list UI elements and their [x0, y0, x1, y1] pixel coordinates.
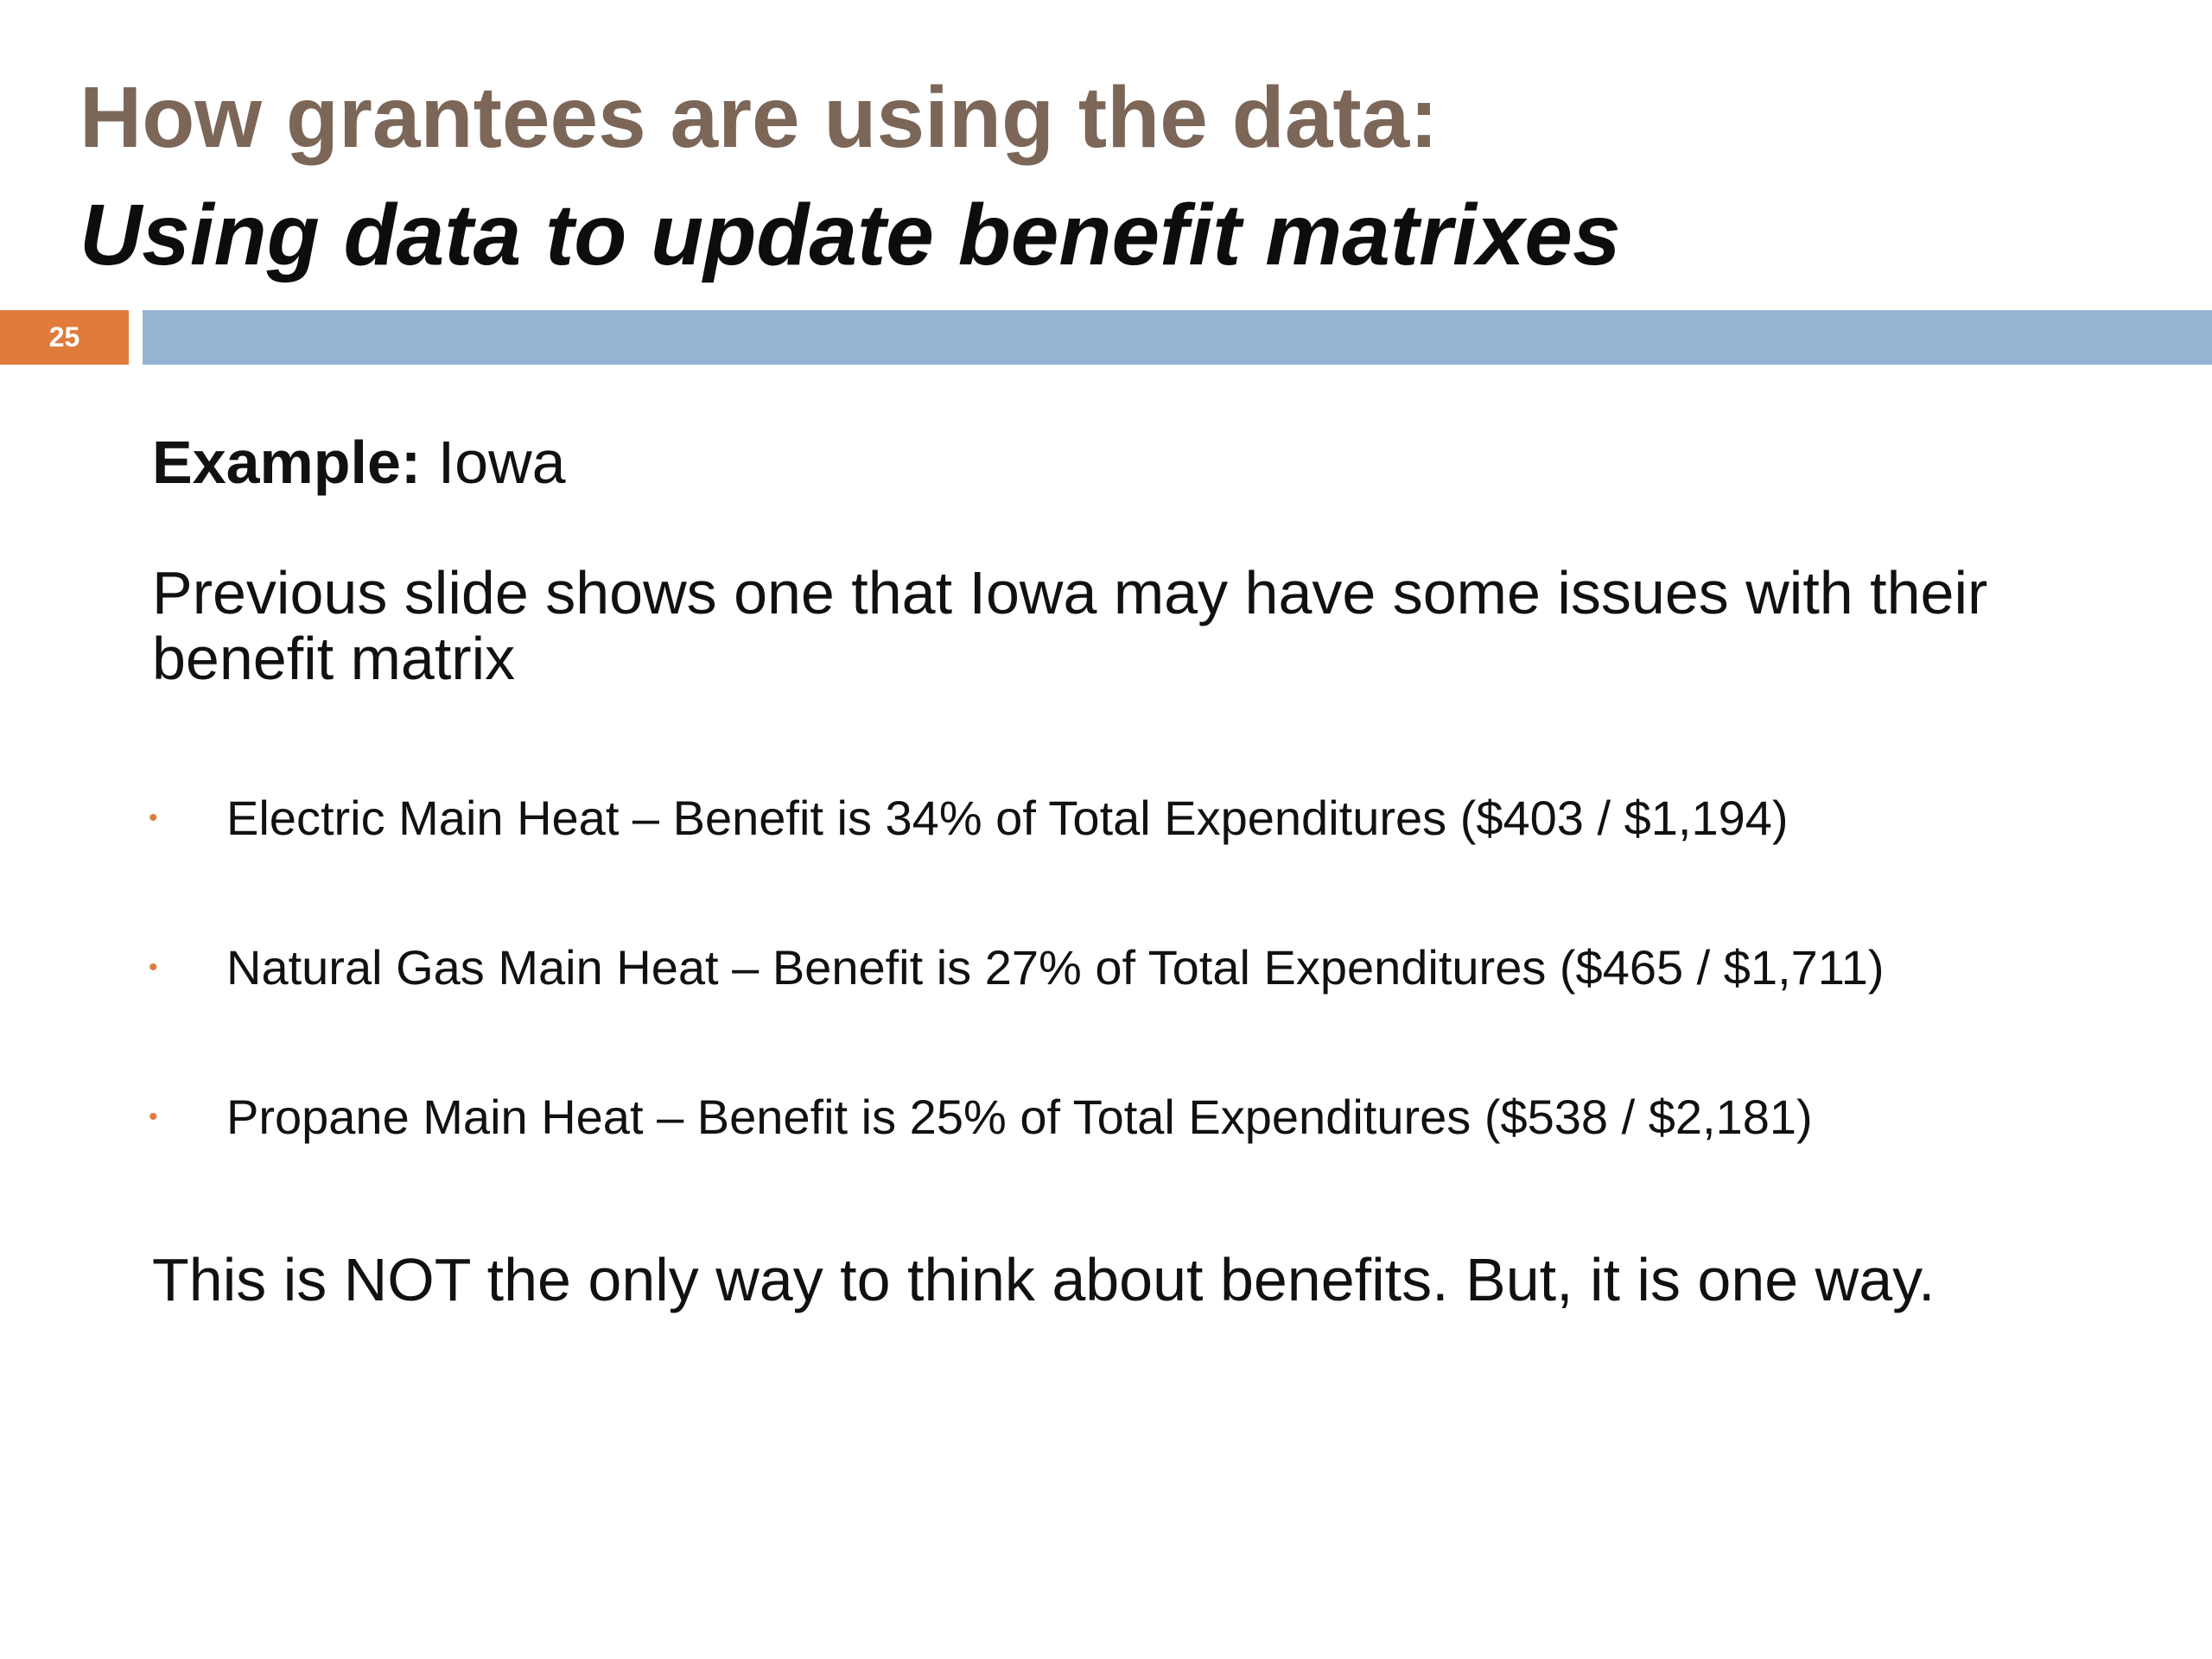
example-label: Example:	[152, 429, 422, 496]
bullet-dot-icon: •	[149, 804, 158, 833]
bullet-text: Natural Gas Main Heat – Benefit is 27% o…	[226, 940, 1885, 995]
slide-subtitle: Using data to update benefit matrixes	[79, 187, 1621, 283]
bullet-dot-icon: •	[149, 1103, 158, 1132]
bullet-item: • Electric Main Heat – Benefit is 34% of …	[149, 785, 1789, 849]
slide-number-badge: 25	[0, 310, 129, 365]
bullet-text: Electric Main Heat – Benefit is 34% of T…	[226, 791, 1789, 846]
bullet-text: Propane Main Heat – Benefit is 25% of To…	[226, 1090, 1813, 1145]
closing-paragraph: This is NOT the only way to think about …	[152, 1246, 1936, 1313]
header-divider-bar	[143, 310, 2212, 365]
bullet-item: • Propane Main Heat – Benefit is 25% of T…	[149, 1084, 1813, 1147]
example-value: Iowa	[437, 429, 566, 496]
bullet-dot-icon: •	[149, 953, 158, 982]
slide-title: How grantees are using the data:	[79, 69, 1439, 166]
intro-paragraph: Previous slide shows one that Iowa may h…	[152, 559, 1988, 692]
example-line: Example: Iowa	[152, 423, 566, 501]
bullet-item: • Natural Gas Main Heat – Benefit is 27% …	[149, 934, 1885, 998]
